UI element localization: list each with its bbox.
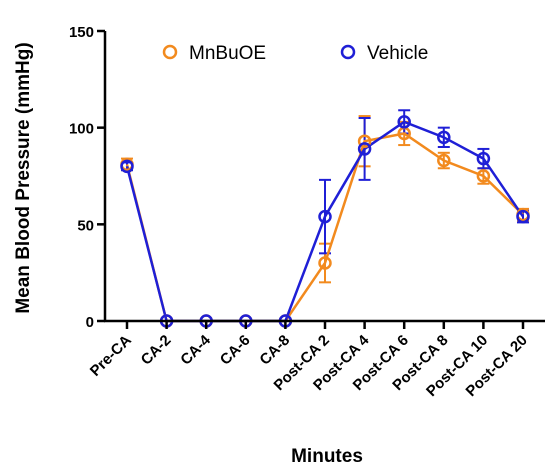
data-point-vehicle bbox=[437, 130, 451, 145]
legend: MnBuOE Vehicle bbox=[162, 43, 428, 64]
x-tick-label: CA-2 bbox=[138, 332, 175, 369]
y-tick-label: 100 bbox=[69, 121, 94, 138]
markers-layer bbox=[120, 115, 530, 328]
data-point-mnbuoe bbox=[437, 153, 451, 168]
legend-label-mnbuoe: MnBuOE bbox=[189, 43, 266, 64]
y-axis-title: Mean Blood Pressure (mmHg) bbox=[13, 42, 34, 313]
legend-item-mnbuoe: MnBuOE bbox=[162, 43, 266, 64]
data-point-vehicle bbox=[357, 142, 372, 156]
legend-marker-mnbuoe bbox=[162, 44, 178, 60]
data-point-vehicle bbox=[516, 209, 530, 224]
x-tick-label: CA-6 bbox=[217, 332, 254, 369]
x-tick-label: Pre-CA bbox=[87, 332, 135, 380]
x-tick-label: CA-4 bbox=[177, 331, 214, 368]
y-tick-label: 150 bbox=[69, 24, 94, 41]
x-tick-label: CA-8 bbox=[256, 332, 293, 369]
data-point-mnbuoe bbox=[476, 169, 491, 183]
data-point-mnbuoe bbox=[318, 256, 332, 270]
data-point-vehicle bbox=[476, 151, 491, 166]
legend-label-vehicle: Vehicle bbox=[367, 43, 428, 64]
data-point-vehicle bbox=[318, 209, 332, 224]
data-point-mnbuoe bbox=[397, 126, 411, 141]
y-tick-label: 0 bbox=[86, 314, 94, 331]
data-point-vehicle bbox=[120, 159, 134, 174]
x-axis-title: Minutes bbox=[291, 446, 363, 467]
legend-marker-vehicle bbox=[340, 44, 356, 60]
y-tick-label: 50 bbox=[77, 217, 94, 234]
data-point-vehicle bbox=[397, 115, 411, 129]
data-point-mnbuoe bbox=[357, 134, 372, 148]
legend-item-vehicle: Vehicle bbox=[340, 43, 428, 64]
